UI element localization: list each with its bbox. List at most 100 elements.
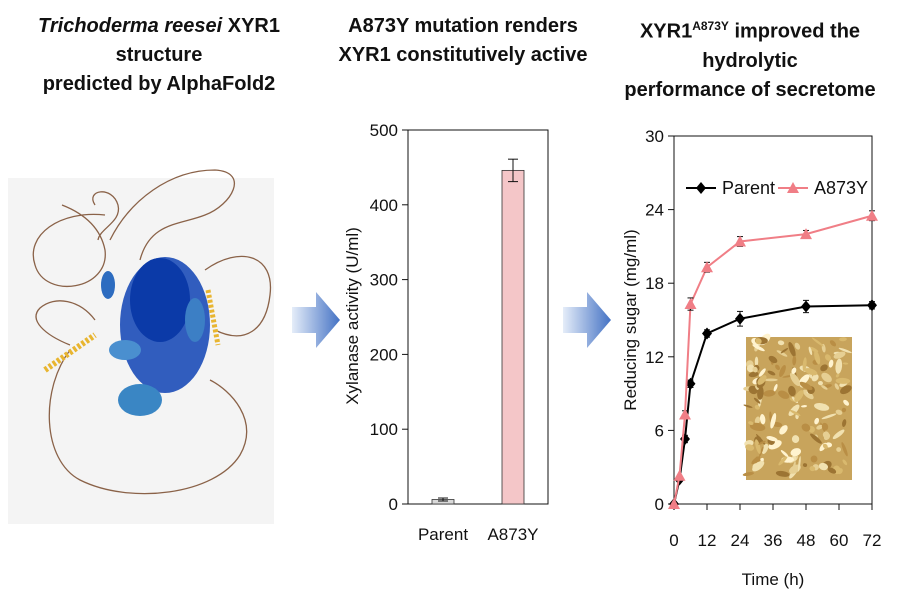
line-x-tick-label: 72 xyxy=(863,531,882,550)
photo-flake xyxy=(835,358,843,374)
line-y-axis-label: Reducing sugar (mg/ml) xyxy=(621,229,640,410)
photo-flake xyxy=(767,370,776,376)
bar-y-tick-label: 500 xyxy=(370,121,398,140)
line-y-tick-label: 30 xyxy=(645,127,664,146)
photo-flake xyxy=(757,375,767,385)
line-y-tick-label: 0 xyxy=(655,495,664,514)
photo-flake xyxy=(752,344,765,352)
photo-flake xyxy=(821,385,828,390)
middle-title-line2: XYR1 constitutively active xyxy=(338,44,588,66)
photo-flake xyxy=(816,424,824,430)
bar-y-tick-label: 100 xyxy=(370,420,398,439)
series-point-a873y xyxy=(684,298,697,310)
right-title-pre: XYR1 xyxy=(639,20,693,43)
line-x-axis-label: Time (h) xyxy=(742,570,805,589)
photo-flake xyxy=(801,423,811,432)
photo-flake xyxy=(779,365,786,377)
photo-flake xyxy=(775,364,780,371)
line-y-tick-label: 18 xyxy=(645,274,664,293)
series-line-a873y xyxy=(673,214,873,505)
photo-flake xyxy=(835,409,843,415)
series-point-a873y xyxy=(679,408,691,420)
photo-flake xyxy=(829,340,837,347)
photo-flake xyxy=(821,422,829,431)
photo-flake xyxy=(748,371,759,378)
line-y-tick-label: 24 xyxy=(645,201,664,220)
photo-flake xyxy=(770,413,777,429)
photo-flake xyxy=(754,404,760,410)
photo-flake xyxy=(763,390,776,397)
photo-flake xyxy=(792,461,796,473)
bar-y-tick-label: 0 xyxy=(389,495,398,514)
photo-flake xyxy=(776,350,788,357)
photo-flake xyxy=(821,413,837,420)
photo-flake xyxy=(841,407,847,413)
photo-flake xyxy=(818,462,829,471)
photo-flake xyxy=(790,372,801,387)
photo-flake xyxy=(804,368,818,376)
bar-chart-frame xyxy=(407,129,549,505)
photo-flake xyxy=(822,431,830,438)
photo-flake xyxy=(753,397,761,404)
bar-y-axis-label: Xylanase activity (U/ml) xyxy=(343,227,362,405)
middle-panel-title: A873Y mutation renders XYR1 constitutive… xyxy=(318,12,608,70)
photo-flake xyxy=(748,421,754,425)
photo-flake xyxy=(775,470,790,477)
photo-flake xyxy=(743,404,753,408)
photo-flake xyxy=(822,443,828,449)
photo-flake xyxy=(779,425,788,435)
series-point-parent xyxy=(685,377,696,390)
photo-flake xyxy=(780,348,789,354)
photo-flake xyxy=(754,356,759,367)
photo-flake xyxy=(780,450,789,458)
photo-flake xyxy=(809,466,816,472)
arrow-right xyxy=(563,292,611,348)
photo-flake xyxy=(768,355,778,364)
photo-flake xyxy=(799,381,813,391)
photo-flake xyxy=(811,374,819,382)
photo-flake xyxy=(764,378,778,382)
photo-flake xyxy=(843,399,850,406)
line-y-tick-label: 12 xyxy=(645,348,664,367)
right-title-line2: performance of secretome xyxy=(624,78,876,101)
series-point-parent xyxy=(801,300,811,313)
photo-flake xyxy=(752,366,758,373)
photo-flake xyxy=(811,337,824,347)
photo-flake xyxy=(792,355,797,366)
photo-flake xyxy=(841,442,848,457)
photo-flake xyxy=(766,436,778,442)
legend-marker-a873y xyxy=(787,182,799,193)
line-x-tick-label: 36 xyxy=(764,531,783,550)
arrow-left xyxy=(292,292,340,348)
photo-flake xyxy=(758,440,766,445)
photo-flake xyxy=(802,357,807,372)
photo-flake xyxy=(759,414,766,425)
photo-flake xyxy=(828,359,834,368)
left-panel-title: Trichoderma reesei XYR1 structure predic… xyxy=(0,12,318,99)
photo-flake xyxy=(800,405,808,408)
photo-flake xyxy=(839,337,847,342)
substrate-photo xyxy=(746,337,852,480)
photo-flake xyxy=(745,444,755,451)
photo-flake xyxy=(754,416,761,425)
photo-flake xyxy=(788,404,800,417)
line-x-tick-label: 60 xyxy=(830,531,849,550)
photo-flake xyxy=(835,377,851,384)
series-point-parent xyxy=(702,327,712,340)
photo-flake xyxy=(835,373,840,378)
left-title-italic: Trichoderma reesei xyxy=(38,15,223,37)
legend-label-a873y: A873Y xyxy=(814,178,868,198)
photo-flake xyxy=(840,385,852,395)
right-title-sup: A873Y xyxy=(692,19,729,33)
photo-flake xyxy=(842,362,849,365)
photo-flake xyxy=(820,364,828,372)
line-y-tick-label: 6 xyxy=(655,421,664,440)
legend-marker-parent xyxy=(696,182,706,194)
photo-flake xyxy=(810,433,822,444)
photo-flake xyxy=(794,390,804,403)
series-point-a873y xyxy=(701,261,713,273)
bar-y-tick-label: 400 xyxy=(370,196,398,215)
photo-flake xyxy=(827,467,837,474)
